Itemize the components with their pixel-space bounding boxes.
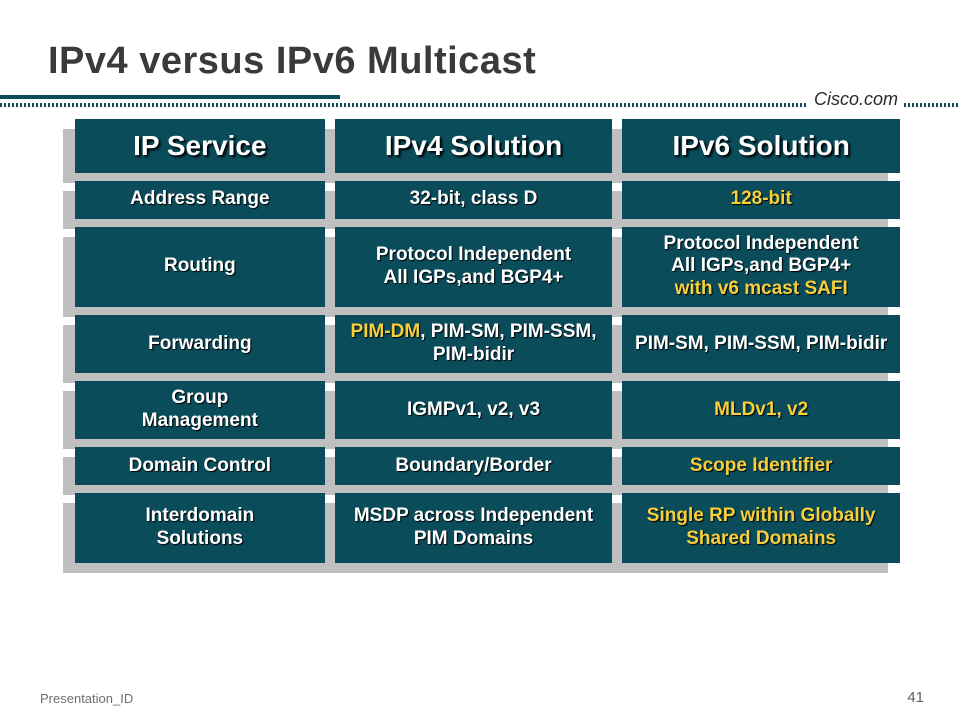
row-label: Routing (75, 227, 325, 307)
cell-line: All IGPs,and BGP4+ (384, 267, 564, 290)
col-header-service: IP Service (75, 119, 325, 173)
table-header-row: IP Service IPv4 Solution IPv6 Solution (75, 119, 900, 173)
row-v4: PIM-DM, PIM-SM, PIM-SSM, PIM-bidir (335, 315, 613, 373)
row-label: Group Management (75, 381, 325, 439)
cell-line: Protocol Independent (376, 244, 571, 267)
col-header-ipv4: IPv4 Solution (335, 119, 613, 173)
row-v4: Protocol Independent All IGPs,and BGP4+ (335, 227, 613, 307)
cell-line: with v6 mcast SAFI (675, 278, 848, 301)
table-row: Routing Protocol Independent All IGPs,an… (75, 227, 900, 307)
row-v6: Scope Identifier (622, 447, 900, 485)
table-row: Forwarding PIM-DM, PIM-SM, PIM-SSM, PIM-… (75, 315, 900, 373)
cell-line: Solutions (157, 528, 244, 551)
comparison-table: IP Service IPv4 Solution IPv6 Solution A… (75, 119, 900, 563)
cell-text: , PIM-SM, PIM-SSM, PIM-bidir (420, 321, 596, 365)
cell-line: PIM-DM, PIM-SM, PIM-SSM, PIM-bidir (345, 321, 603, 367)
row-v6: PIM-SM, PIM-SSM, PIM-bidir (622, 315, 900, 373)
table-row: Address Range 32-bit, class D 128-bit (75, 181, 900, 219)
cell-line: All IGPs,and BGP4+ (671, 255, 851, 278)
row-v4: MSDP across Independent PIM Domains (335, 493, 613, 563)
row-v6: Protocol Independent All IGPs,and BGP4+ … (622, 227, 900, 307)
row-label: Forwarding (75, 315, 325, 373)
cell-line: Interdomain (145, 505, 254, 528)
highlight-text: PIM-DM (351, 321, 421, 342)
table-row: Domain Control Boundary/Border Scope Ide… (75, 447, 900, 485)
slide-title: IPv4 versus IPv6 Multicast (0, 0, 960, 83)
row-v4: 32-bit, class D (335, 181, 613, 219)
table-row: Group Management IGMPv1, v2, v3 MLDv1, v… (75, 381, 900, 439)
row-v6: Single RP within Globally Shared Domains (622, 493, 900, 563)
cell-line: Group (171, 387, 228, 410)
footer-presentation-id: Presentation_ID (40, 691, 133, 706)
page-number: 41 (907, 689, 924, 706)
row-label: Interdomain Solutions (75, 493, 325, 563)
cell-line: Management (142, 410, 258, 433)
row-label: Address Range (75, 181, 325, 219)
row-label: Domain Control (75, 447, 325, 485)
table-row: Interdomain Solutions MSDP across Indepe… (75, 493, 900, 563)
cell-line: Protocol Independent (664, 233, 859, 256)
title-divider: Cisco.com (0, 95, 960, 113)
row-v6: 128-bit (622, 181, 900, 219)
row-v6: MLDv1, v2 (622, 381, 900, 439)
brand-label: Cisco.com (808, 89, 904, 110)
row-v4: Boundary/Border (335, 447, 613, 485)
col-header-ipv6: IPv6 Solution (622, 119, 900, 173)
row-v4: IGMPv1, v2, v3 (335, 381, 613, 439)
